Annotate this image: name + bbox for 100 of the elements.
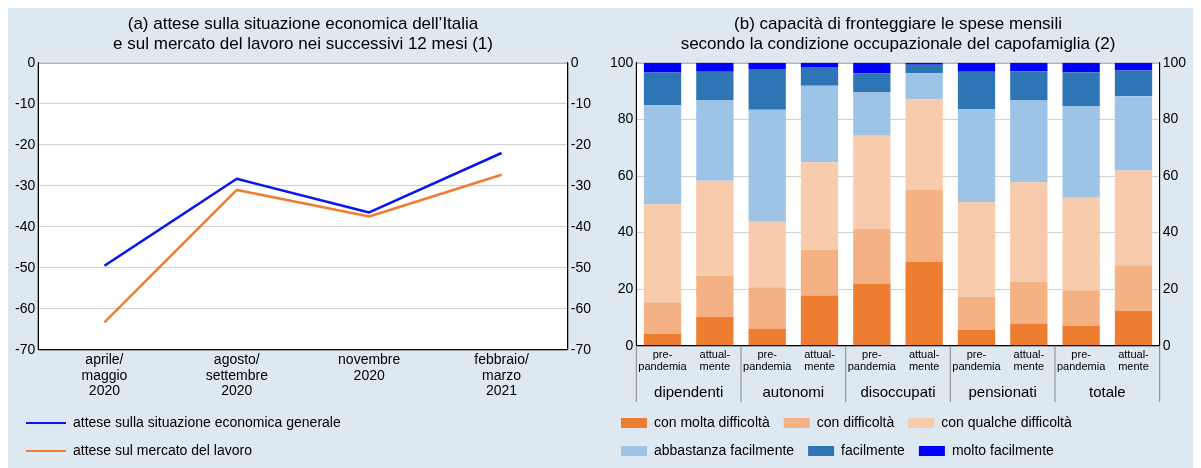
bar xyxy=(1010,281,1048,324)
text: totale xyxy=(1088,382,1126,400)
legend-label: molto facilmente xyxy=(951,441,1055,458)
x-tick-label: attual- mente xyxy=(908,347,940,372)
bar xyxy=(643,62,682,73)
bar xyxy=(853,62,891,74)
bar xyxy=(1114,70,1153,97)
bar xyxy=(853,91,891,136)
y2-tick-label: 20 xyxy=(1162,280,1179,297)
y-tick-label: 0 xyxy=(625,336,634,353)
y2-tick-label: -60 xyxy=(570,299,592,316)
bar xyxy=(696,275,734,317)
bar xyxy=(957,71,996,110)
bar xyxy=(748,287,786,330)
bar xyxy=(1010,182,1048,282)
bar xyxy=(957,62,996,72)
bar xyxy=(905,99,943,190)
x-tick-label: novembre 2020 xyxy=(338,351,401,383)
bar xyxy=(1010,62,1048,72)
y2-tick-label: -30 xyxy=(570,176,592,193)
chart-title: (b) capacità di fronteggiare le spese mensili secondo la condizione occupazionale del capofamiglia (2) xyxy=(680,13,1116,54)
x-tick-label: febbraio/ marzo 2021 xyxy=(474,351,529,399)
bar xyxy=(905,189,943,263)
legend-label: con qualche difficoltà xyxy=(941,413,1072,430)
x-tick-label: pre- pandemia xyxy=(743,347,793,372)
bar xyxy=(1114,310,1153,346)
bar xyxy=(643,105,682,205)
y-tick-label: 20 xyxy=(617,280,634,297)
bar xyxy=(748,221,786,288)
bar xyxy=(1010,323,1048,346)
bar xyxy=(905,64,943,74)
text: pensionati xyxy=(968,382,1037,400)
y-tick-label: -40 xyxy=(15,217,36,234)
legend-label: attese sul mercato del lavoro xyxy=(73,441,253,458)
y-tick-label: 0 xyxy=(27,53,36,70)
y-tick-label: 40 xyxy=(617,223,634,240)
bar xyxy=(853,283,891,346)
bar xyxy=(853,73,891,92)
text: dipendenti xyxy=(654,382,724,400)
bar xyxy=(957,296,996,330)
bar xyxy=(957,109,996,203)
x-tick-label: attual- mente xyxy=(804,347,836,372)
bar xyxy=(1010,71,1048,101)
text: autonomi xyxy=(762,382,825,400)
bar xyxy=(957,329,996,346)
bar xyxy=(696,100,734,181)
bar xyxy=(800,62,839,68)
bar xyxy=(1062,290,1100,326)
bar xyxy=(853,228,891,284)
y2-tick-label: -10 xyxy=(570,94,592,111)
legend-label: attese sulla situazione economica generale xyxy=(73,413,341,430)
bar xyxy=(696,316,734,346)
bar xyxy=(1010,100,1048,183)
text: disoccupati xyxy=(860,382,936,400)
x-tick-label: pre- pandemia xyxy=(952,347,1002,372)
bar xyxy=(643,302,682,334)
bar xyxy=(643,333,682,346)
y-tick-label: -30 xyxy=(15,176,36,193)
x-tick-label: pre- pandemia xyxy=(847,347,897,372)
y2-tick-label: 80 xyxy=(1162,110,1179,127)
bar xyxy=(748,69,786,110)
x-tick-label: pre- pandemia xyxy=(1056,347,1107,372)
x-tick-label: pre- pandemia xyxy=(638,347,688,372)
bar xyxy=(957,202,996,297)
bar xyxy=(1062,197,1100,291)
y2-tick-label: 40 xyxy=(1162,223,1179,240)
bar xyxy=(800,295,839,346)
bar xyxy=(1062,62,1100,73)
bar xyxy=(643,204,682,303)
bar xyxy=(748,329,786,346)
y-tick-label: -70 xyxy=(15,340,36,357)
bar xyxy=(800,162,839,250)
legend-label: abbastanza facilmente xyxy=(654,441,795,458)
bar xyxy=(905,262,943,346)
chart-title: (a) attese sulla situazione economica dell’Italia e sul mercato del lavoro nei successivi 12 mesi (1) xyxy=(113,13,493,54)
y-tick-label: -60 xyxy=(15,299,36,316)
y-tick-label: -10 xyxy=(15,94,36,111)
y-tick-label: 60 xyxy=(617,166,634,183)
bar xyxy=(800,85,839,163)
y2-tick-label: -70 xyxy=(570,340,592,357)
bar xyxy=(1114,170,1153,266)
legend-label: con molta difficoltà xyxy=(654,413,770,430)
legend-label: con difficoltà xyxy=(816,413,895,430)
y2-tick-label: 0 xyxy=(1162,336,1171,353)
bar xyxy=(748,62,786,70)
x-tick-label: attual- mente xyxy=(1118,347,1150,372)
bar xyxy=(696,71,734,101)
y2-tick-label: -40 xyxy=(570,217,592,234)
bar xyxy=(1114,265,1153,311)
bar xyxy=(748,109,786,222)
y-tick-label: -20 xyxy=(15,135,36,152)
x-tick-label: aprile/ maggio 2020 xyxy=(81,351,128,399)
y2-tick-label: 100 xyxy=(1162,53,1187,70)
bar xyxy=(1062,106,1100,198)
x-tick-label: agosto/ settembre 2020 xyxy=(205,351,269,399)
bar xyxy=(853,135,891,229)
bar xyxy=(696,180,734,276)
y2-tick-label: -50 xyxy=(570,258,592,275)
bar xyxy=(905,73,943,100)
bar xyxy=(643,72,682,106)
